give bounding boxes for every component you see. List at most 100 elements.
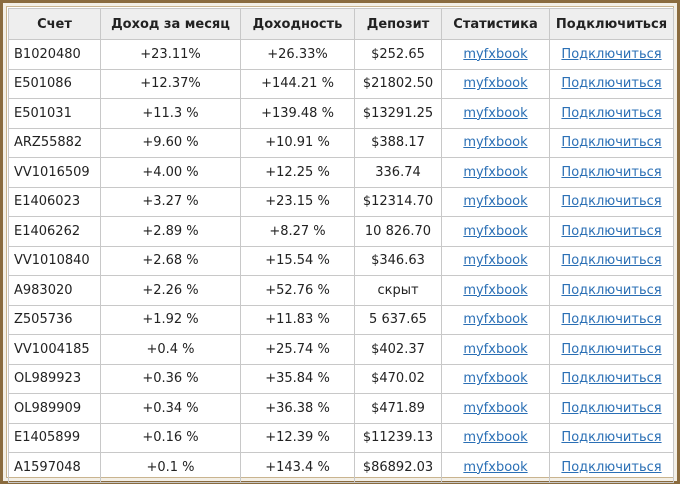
return-cell: +23.15 %	[240, 186, 355, 217]
return-cell: +12.39 %	[240, 422, 355, 453]
myfxbook-link[interactable]: myfxbook	[463, 341, 528, 357]
connect-link[interactable]: Подключиться	[561, 341, 662, 357]
return-cell: +144.21 %	[240, 68, 355, 99]
connect-link[interactable]: Подключиться	[561, 46, 662, 62]
connect-cell: Подключиться	[549, 452, 674, 483]
connect-link[interactable]: Подключиться	[561, 282, 662, 298]
deposit-cell: 10 826.70	[354, 216, 442, 247]
myfxbook-link[interactable]: myfxbook	[463, 282, 528, 298]
connect-link[interactable]: Подключиться	[561, 430, 662, 446]
statistics-cell: myfxbook	[441, 393, 550, 424]
myfxbook-link[interactable]: myfxbook	[463, 400, 528, 416]
table-body: B1020480 +23.11% +26.33% $252.65 myfxbook Под…	[8, 39, 674, 483]
deposit-cell: $346.63	[354, 245, 442, 276]
table-row: VV1016509 +4.00 % +12.25 % 336.74 myfxbook По…	[8, 157, 674, 188]
connect-link[interactable]: Подключиться	[561, 253, 662, 269]
monthly-income-cell: +0.1 %	[100, 452, 241, 483]
table-row: E1406023 +3.27 % +23.15 % $12314.70 myfxbook…	[8, 186, 674, 217]
myfxbook-link[interactable]: myfxbook	[463, 105, 528, 121]
statistics-cell: myfxbook	[441, 422, 550, 453]
statistics-cell: myfxbook	[441, 304, 550, 335]
connect-link[interactable]: Подключиться	[561, 164, 662, 180]
deposit-cell: $21802.50	[354, 68, 442, 99]
table-header: Счет Доход за месяц Доходность Депозит С…	[8, 8, 674, 40]
table-row: E501086 +12.37% +144.21 % $21802.50 myfxbook…	[8, 68, 674, 99]
connect-cell: Подключиться	[549, 363, 674, 394]
myfxbook-link[interactable]: myfxbook	[463, 76, 528, 92]
statistics-cell: myfxbook	[441, 334, 550, 365]
deposit-cell: $86892.03	[354, 452, 442, 483]
connect-cell: Подключиться	[549, 127, 674, 158]
connect-link[interactable]: Подключиться	[561, 223, 662, 239]
header-statistics: Статистика	[441, 8, 550, 40]
header-row: Счет Доход за месяц Доходность Депозит С…	[8, 8, 674, 40]
statistics-cell: myfxbook	[441, 216, 550, 247]
deposit-cell: $11239.13	[354, 422, 442, 453]
statistics-cell: myfxbook	[441, 452, 550, 483]
monthly-income-cell: +0.4 %	[100, 334, 241, 365]
myfxbook-link[interactable]: myfxbook	[463, 253, 528, 269]
monthly-income-cell: +0.34 %	[100, 393, 241, 424]
return-cell: +36.38 %	[240, 393, 355, 424]
deposit-cell: 5 637.65	[354, 304, 442, 335]
deposit-cell: $252.65	[354, 39, 442, 70]
header-account: Счет	[8, 8, 101, 40]
statistics-cell: myfxbook	[441, 275, 550, 306]
connect-link[interactable]: Подключиться	[561, 371, 662, 387]
connect-link[interactable]: Подключиться	[561, 105, 662, 121]
myfxbook-link[interactable]: myfxbook	[463, 164, 528, 180]
account-cell: E1406023	[8, 186, 101, 217]
myfxbook-link[interactable]: myfxbook	[463, 312, 528, 328]
monthly-income-cell: +0.36 %	[100, 363, 241, 394]
header-connect: Подключиться	[549, 8, 674, 40]
monthly-income-cell: +4.00 %	[100, 157, 241, 188]
connect-cell: Подключиться	[549, 334, 674, 365]
connect-link[interactable]: Подключиться	[561, 76, 662, 92]
connect-link[interactable]: Подключиться	[561, 312, 662, 328]
return-cell: +8.27 %	[240, 216, 355, 247]
table-row: OL989909 +0.34 % +36.38 % $471.89 myfxbook По…	[8, 393, 674, 424]
table-row: VV1010840 +2.68 % +15.54 % $346.63 myfxbook П…	[8, 245, 674, 276]
statistics-cell: myfxbook	[441, 98, 550, 129]
statistics-cell: myfxbook	[441, 245, 550, 276]
myfxbook-link[interactable]: myfxbook	[463, 194, 528, 210]
monthly-income-cell: +2.89 %	[100, 216, 241, 247]
myfxbook-link[interactable]: myfxbook	[463, 459, 528, 475]
account-cell: VV1016509	[8, 157, 101, 188]
table-row: E501031 +11.3 % +139.48 % $13291.25 myfxbook…	[8, 98, 674, 129]
connect-link[interactable]: Подключиться	[561, 194, 662, 210]
account-cell: E1406262	[8, 216, 101, 247]
accounts-table: Счет Доход за месяц Доходность Депозит С…	[8, 8, 674, 483]
connect-link[interactable]: Подключиться	[561, 135, 662, 151]
deposit-cell: $471.89	[354, 393, 442, 424]
monthly-income-cell: +0.16 %	[100, 422, 241, 453]
account-cell: B1020480	[8, 39, 101, 70]
myfxbook-link[interactable]: myfxbook	[463, 371, 528, 387]
myfxbook-link[interactable]: myfxbook	[463, 430, 528, 446]
connect-cell: Подключиться	[549, 157, 674, 188]
connect-cell: Подключиться	[549, 245, 674, 276]
connect-link[interactable]: Подключиться	[561, 459, 662, 475]
deposit-cell: 336.74	[354, 157, 442, 188]
connect-cell: Подключиться	[549, 98, 674, 129]
myfxbook-link[interactable]: myfxbook	[463, 135, 528, 151]
connect-cell: Подключиться	[549, 275, 674, 306]
account-cell: Z505736	[8, 304, 101, 335]
deposit-cell: $388.17	[354, 127, 442, 158]
statistics-cell: myfxbook	[441, 363, 550, 394]
monthly-income-cell: +11.3 %	[100, 98, 241, 129]
account-cell: A1597048	[8, 452, 101, 483]
connect-cell: Подключиться	[549, 186, 674, 217]
myfxbook-link[interactable]: myfxbook	[463, 223, 528, 239]
account-cell: E1405899	[8, 422, 101, 453]
table-row: VV1004185 +0.4 % +25.74 % $402.37 myfxbook По…	[8, 334, 674, 365]
myfxbook-link[interactable]: myfxbook	[463, 46, 528, 62]
table-row: E1405899 +0.16 % +12.39 % $11239.13 myfxbook…	[8, 422, 674, 453]
account-cell: ARZ55882	[8, 127, 101, 158]
connect-link[interactable]: Подключиться	[561, 400, 662, 416]
account-cell: A983020	[8, 275, 101, 306]
header-deposit: Депозит	[354, 8, 442, 40]
statistics-cell: myfxbook	[441, 39, 550, 70]
connect-cell: Подключиться	[549, 39, 674, 70]
statistics-cell: myfxbook	[441, 186, 550, 217]
